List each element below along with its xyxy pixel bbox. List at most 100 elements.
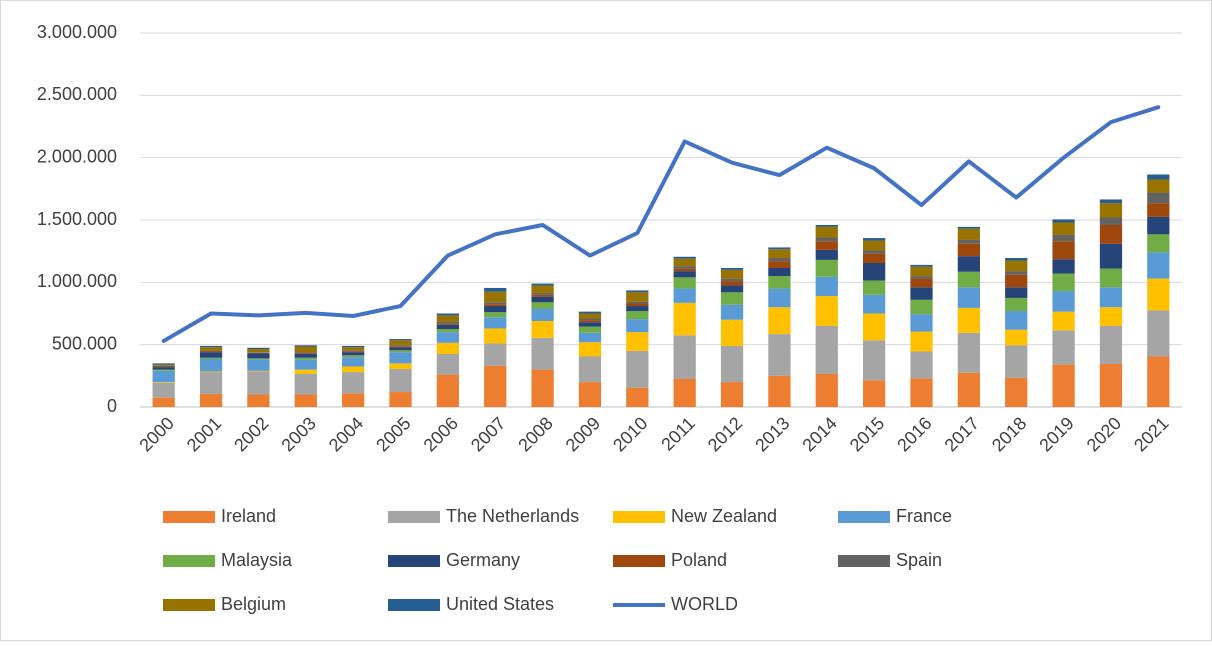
bar-segment [1099,217,1123,225]
bar-segment [436,323,459,325]
bar-segment [152,364,175,366]
bar-segment [342,347,365,351]
legend-swatch [838,511,890,523]
bar-segment [768,334,791,376]
bar-segment [199,357,223,360]
bar-segment [484,317,507,329]
bar-segment [720,304,744,320]
bar-segment [199,350,223,352]
bar-segment [815,237,838,242]
bar-segment [199,352,223,358]
bar-segment [863,263,886,281]
bar-segment [199,371,223,373]
bar-segment [199,345,223,348]
bar-segment [910,378,933,407]
y-tick-label: 2.000.000 [37,146,117,166]
legend-swatch [163,511,215,523]
bar-segment [957,256,980,272]
bar-segment [626,350,649,388]
bar-segment [294,346,317,353]
bar-segment [910,351,933,379]
bar-segment [1052,259,1075,274]
bar-segment [484,287,507,292]
bar-segment [910,299,933,315]
bar-segment [1147,203,1170,217]
bar-segment [768,307,791,335]
bar-segment [863,250,886,254]
bar-segment [342,352,365,356]
bar-segment [626,332,649,351]
bar-segment [1099,307,1123,326]
bar-segment [720,269,744,279]
bar-segment [626,290,649,293]
bar-segment [199,359,223,372]
bar-segment [768,288,791,308]
bar-segment [578,322,602,327]
bar-segment [436,374,459,407]
bar-segment [531,283,554,286]
bar-segment [294,345,317,347]
legend-label: Belgium [221,594,286,614]
bar-segment [531,320,554,338]
bar-segment [294,373,317,395]
line-series [161,105,1161,343]
bar-segment [910,264,933,267]
bar-segment [199,393,223,407]
bar-segment [768,247,791,250]
bar-segment [626,387,649,407]
bar-segment [342,366,365,373]
y-tick-label: 2.500.000 [37,84,117,104]
bar-segment [863,238,886,241]
bar-segment [720,345,744,383]
y-tick-label: 0 [107,396,117,416]
bar-segment [1099,224,1123,244]
bar-segment [1147,174,1170,180]
bar-segment [389,350,412,353]
bar-segment [720,267,744,270]
bar-segment [484,306,507,313]
bar-segment [910,276,933,279]
bar-segment [626,311,649,320]
bar-segment [626,303,649,307]
bar-segment [484,302,507,305]
bar-segment [1052,241,1075,260]
bar-segment [389,347,412,351]
bar-segment [815,241,838,250]
bar-segment [578,332,602,343]
bar-segment [1052,311,1075,331]
bar-segment [531,308,554,321]
bar-segment [863,340,886,381]
bar-segment [484,304,507,307]
legend-label: Spain [896,550,942,570]
bar-segment [1099,243,1123,269]
bar-segment [152,382,175,383]
legend-label: The Netherlands [446,506,579,526]
legend-label: WORLD [671,594,738,614]
bar-segment [1005,287,1028,298]
legend-label: Malaysia [221,550,293,570]
bar-segment [910,314,933,332]
bar-segment [673,268,696,272]
bar-segment [342,393,365,407]
bar-segment [1052,364,1075,407]
bar-segment [1052,291,1075,312]
bar-segment [247,358,270,360]
bar-segment [247,353,270,359]
bar-segment [247,359,270,371]
bar-segment [484,365,507,407]
bar-segment [247,352,270,353]
bar-segment [152,382,175,398]
bar-segment [863,294,886,314]
bar-segment [768,261,791,268]
bar-segment [1052,234,1075,242]
bar-segment [1052,330,1075,365]
bar-segment [1052,222,1075,235]
bar-segment [294,353,317,355]
bar-segment [720,285,744,293]
bar-segment [578,313,602,319]
bar-segment [673,378,696,407]
bar-segment [863,380,886,407]
bar-segment [957,243,980,257]
